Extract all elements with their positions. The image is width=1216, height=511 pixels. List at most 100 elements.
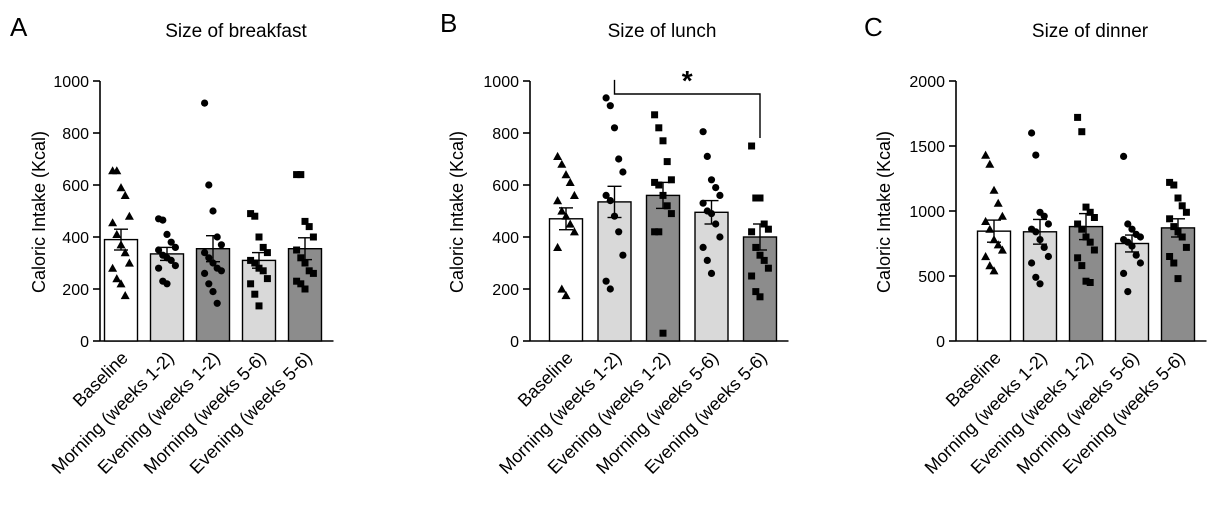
- data-point-circle: [201, 249, 209, 257]
- data-point-square: [1074, 220, 1082, 228]
- panel-b: B Size of lunch Caloric Intake (Kcal) 0 2…: [440, 8, 789, 478]
- data-point-triangle: [108, 218, 118, 227]
- data-point-square: [1086, 238, 1094, 246]
- data-point-circle: [716, 233, 724, 241]
- data-point-square: [655, 124, 663, 132]
- data-point-square: [251, 212, 259, 220]
- data-point-circle: [703, 256, 711, 264]
- data-point-square: [301, 217, 309, 225]
- data-point-square: [1074, 113, 1082, 121]
- data-point-square: [651, 111, 659, 119]
- data-point-circle: [205, 181, 213, 189]
- data-point-triangle: [981, 150, 991, 159]
- y-axis-label: Caloric Intake (Kcal): [447, 131, 467, 293]
- bar: [241, 259, 277, 342]
- data-point-square: [764, 225, 772, 233]
- data-point-square: [1182, 243, 1190, 251]
- data-point-circle: [699, 128, 707, 136]
- data-point-circle: [167, 256, 175, 264]
- data-point-circle: [1120, 269, 1128, 277]
- data-point-triangle: [989, 185, 999, 194]
- y-tick-label: 500: [918, 269, 945, 286]
- data-point-circle: [1040, 212, 1048, 220]
- data-point-triangle: [569, 227, 579, 236]
- data-point-circle: [1032, 228, 1040, 236]
- y-tick-label: 2000: [909, 74, 945, 91]
- data-point-square: [255, 264, 263, 272]
- data-point-circle: [703, 152, 711, 160]
- data-point-circle: [712, 220, 720, 228]
- data-point-circle: [167, 238, 175, 246]
- y-tick-label: 1500: [909, 139, 945, 156]
- data-point-triangle: [553, 242, 563, 251]
- data-point-triangle: [993, 240, 1003, 249]
- data-point-square: [297, 254, 305, 262]
- data-point-square: [293, 246, 301, 254]
- data-point-square: [293, 171, 301, 179]
- data-point-triangle: [557, 159, 567, 168]
- data-point-square: [651, 228, 659, 236]
- data-point-square: [1074, 254, 1082, 262]
- data-point-square: [651, 178, 659, 186]
- data-point-triangle: [989, 235, 999, 244]
- data-point-circle: [217, 241, 225, 249]
- data-point-square: [655, 181, 663, 189]
- data-point-square: [748, 142, 756, 150]
- data-point-circle: [699, 199, 707, 207]
- data-point-square: [1078, 225, 1086, 233]
- data-point-circle: [1036, 280, 1044, 288]
- data-point-triangle: [569, 190, 579, 199]
- data-point-square: [1170, 259, 1178, 267]
- bar: [103, 238, 139, 342]
- data-point-square: [251, 259, 259, 267]
- data-point-triangle: [112, 166, 122, 175]
- data-point-circle: [1124, 220, 1132, 228]
- data-point-circle: [1028, 129, 1036, 137]
- data-point-circle: [615, 155, 623, 163]
- data-point-circle: [707, 269, 716, 277]
- data-point-circle: [1032, 273, 1040, 281]
- data-point-square: [1166, 215, 1174, 223]
- y-axis-label: Caloric Intake (Kcal): [29, 131, 49, 293]
- data-point-circle: [615, 228, 623, 236]
- data-point-square: [760, 220, 768, 228]
- data-point-square: [752, 288, 760, 296]
- data-point-circle: [1040, 243, 1048, 251]
- data-point-square: [251, 290, 259, 298]
- data-point-triangle: [108, 263, 118, 272]
- data-point-circle: [1036, 236, 1044, 244]
- data-point-circle: [707, 176, 716, 184]
- data-point-triangle: [985, 224, 995, 233]
- data-point-triangle: [557, 284, 567, 293]
- data-point-square: [1170, 223, 1178, 231]
- data-point-square: [1086, 208, 1094, 216]
- data-point-circle: [155, 246, 163, 254]
- panel-letter: C: [864, 12, 883, 42]
- data-point-square: [297, 171, 305, 179]
- data-point-square: [259, 267, 267, 275]
- data-point-square: [255, 302, 263, 310]
- data-point-circle: [205, 280, 213, 288]
- y-tick-label: 1000: [909, 204, 945, 221]
- data-point-circle: [205, 254, 213, 262]
- data-point-circle: [610, 124, 619, 132]
- data-point-circle: [213, 299, 221, 307]
- data-point-circle: [1028, 259, 1036, 267]
- data-point-circle: [155, 264, 163, 272]
- bar: [548, 218, 584, 342]
- data-point-square: [1174, 194, 1182, 202]
- bar: [976, 230, 1012, 342]
- data-point-circle: [1032, 151, 1040, 159]
- data-point-circle: [171, 243, 179, 251]
- y-tick-label: 400: [62, 230, 89, 247]
- data-point-square: [263, 275, 271, 283]
- bar: [645, 194, 681, 342]
- data-point-circle: [602, 191, 610, 199]
- data-point-square: [1082, 277, 1090, 285]
- data-point-triangle: [553, 196, 563, 205]
- data-point-triangle: [116, 279, 126, 288]
- data-point-square: [1182, 208, 1190, 216]
